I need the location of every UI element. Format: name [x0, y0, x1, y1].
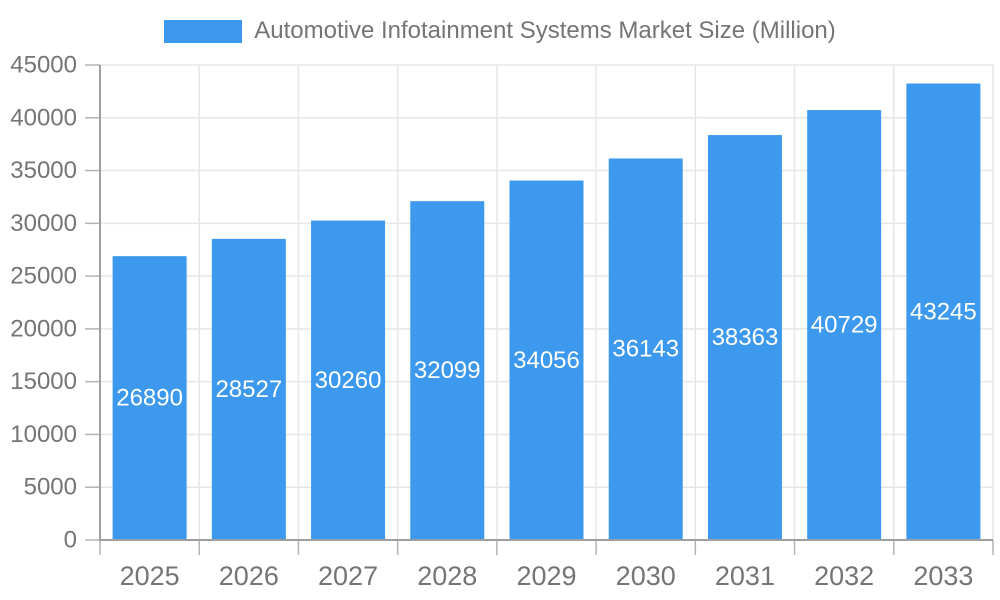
bar-value-label: 32099: [414, 357, 481, 384]
x-axis-label: 2032: [814, 561, 874, 591]
bar-2033: [906, 83, 981, 541]
bar-2027: [311, 220, 386, 541]
y-axis-label: 45000: [10, 52, 77, 79]
bar-2025: [112, 256, 187, 540]
y-axis-label: 20000: [10, 315, 77, 342]
bar-2026: [211, 238, 286, 541]
x-axis-label: 2030: [616, 561, 676, 591]
bar-value-label: 40729: [811, 312, 878, 339]
x-axis-label: 2031: [715, 561, 775, 591]
bar-2031: [707, 135, 782, 540]
bar-value-label: 38363: [712, 324, 779, 351]
x-axis-label: 2025: [120, 561, 180, 591]
bar-2032: [807, 110, 882, 541]
y-axis-label: 30000: [10, 210, 77, 237]
bar-value-label: 26890: [116, 385, 183, 412]
y-axis-label: 25000: [10, 263, 77, 290]
bar-value-label: 30260: [315, 367, 382, 394]
y-axis-label: 35000: [10, 157, 77, 184]
x-axis-label: 2027: [318, 561, 378, 591]
y-axis-label: 0: [64, 527, 77, 554]
bar-value-label: 34056: [513, 347, 580, 374]
y-axis-label: 5000: [24, 474, 77, 501]
x-axis-label: 2029: [516, 561, 576, 591]
bar-value-label: 28527: [215, 376, 282, 403]
legend-label: Automotive Infotainment Systems Market S…: [254, 17, 836, 44]
y-axis-label: 40000: [10, 104, 77, 131]
bar-2030: [608, 158, 683, 541]
y-axis-label: 10000: [10, 421, 77, 448]
bar-2028: [410, 201, 485, 540]
x-axis-label: 2026: [219, 561, 279, 591]
bar-value-label: 36143: [612, 336, 679, 363]
x-axis-label: 2028: [417, 561, 477, 591]
y-axis-label: 15000: [10, 368, 77, 395]
legend-swatch: [164, 19, 243, 43]
x-axis-label: 2033: [913, 561, 973, 591]
bar-2029: [509, 180, 584, 540]
chart-legend[interactable]: Automotive Infotainment Systems Market S…: [0, 14, 1000, 48]
bar-value-label: 43245: [910, 298, 977, 325]
